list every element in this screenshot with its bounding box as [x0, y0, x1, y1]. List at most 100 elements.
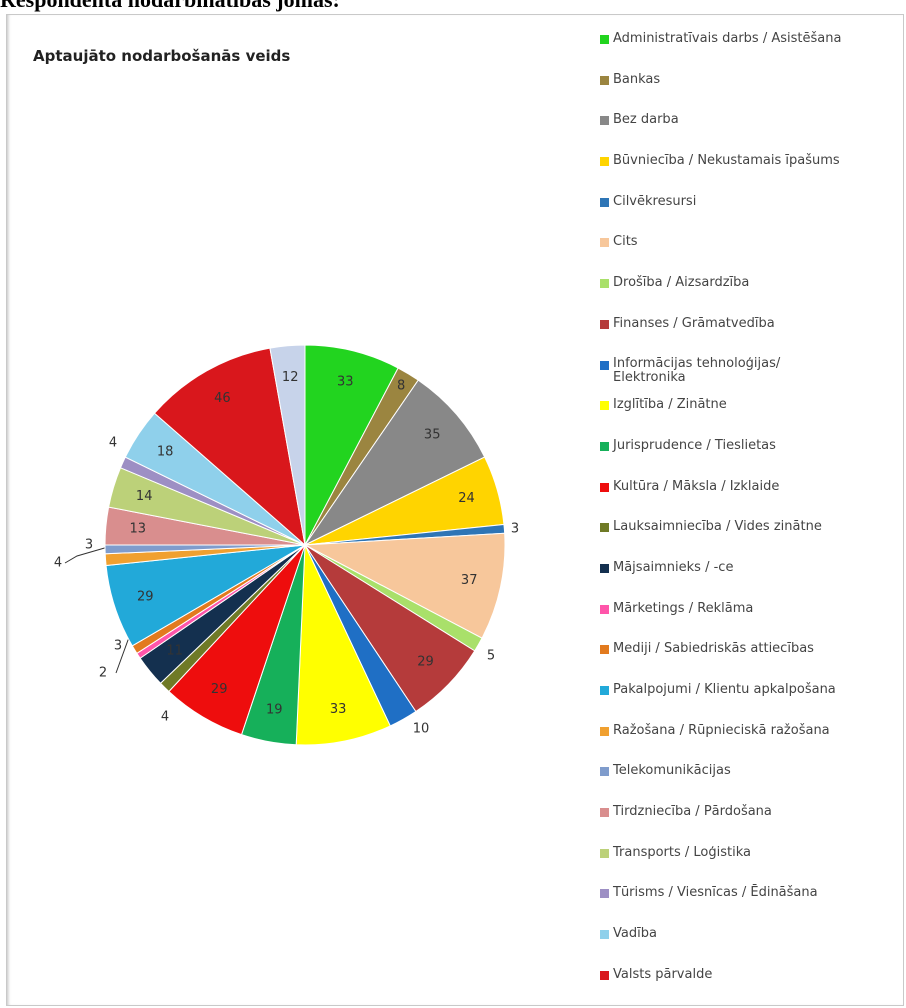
legend-swatch	[600, 35, 609, 44]
legend-swatch	[600, 319, 609, 329]
pie-data-label: 11	[166, 644, 183, 659]
legend-item: Tūrisms / Viesnīcas / Ēdināšana	[600, 885, 900, 926]
pie-data-label: 3	[511, 522, 519, 537]
legend-item: Cilvēkresursi	[600, 194, 900, 235]
pie-data-label: 5	[487, 649, 495, 664]
pie-data-label: 14	[136, 489, 153, 504]
legend-label: Informācijas tehnoloģijas/ Elektronika	[613, 355, 781, 385]
legend-label: Tirdzniecība / Pārdošana	[613, 804, 772, 820]
legend-swatch	[600, 197, 609, 207]
pie-data-label: 33	[330, 702, 347, 717]
legend-item: Bez darba	[600, 112, 900, 153]
page-heading: Respondenta nodarbinātības jomas:	[0, 0, 340, 13]
pie-data-label: 46	[214, 391, 231, 406]
legend-item: Bankas	[600, 72, 900, 113]
pie-data-label: 10	[413, 722, 430, 737]
legend-swatch	[600, 157, 609, 167]
pie-leader-line	[64, 546, 109, 564]
legend-label: Ražošana / Rūpnieciskā ražošana	[613, 722, 830, 738]
legend-item: Vadība	[600, 926, 900, 967]
legend-label: Kultūra / Māksla / Izklaide	[613, 478, 780, 494]
legend-item: Finanses / Grāmatvedība	[600, 316, 900, 357]
legend-item: Lauksaimniecība / Vides zinātne	[600, 519, 900, 560]
legend-label: Transports / Loģistika	[613, 844, 751, 860]
pie-slice	[269, 344, 306, 546]
legend-swatch	[600, 360, 609, 370]
legend-label: Cilvēkresursi	[613, 193, 697, 209]
pie-data-label: 4	[161, 710, 169, 725]
pie-data-label: 13	[130, 522, 147, 537]
pie-slice	[295, 544, 391, 746]
legend-label: Finanses / Grāmatvedība	[613, 315, 775, 331]
legend-label: Pakalpojumi / Klientu apkalpošana	[613, 682, 836, 697]
legend-item: Kultūra / Māksla / Izklaide	[600, 479, 900, 520]
chart-title: Aptaujāto nodarbošanās veids	[33, 47, 291, 65]
legend-swatch	[600, 238, 609, 248]
legend-swatch	[600, 75, 609, 85]
pie-data-label: 8	[397, 378, 405, 393]
legend-swatch	[600, 401, 609, 411]
legend-label: Telekomunikācijas	[613, 763, 731, 779]
legend-swatch	[600, 279, 609, 289]
legend-item: Būvniecība / Nekustamais īpašums	[600, 153, 900, 194]
legend-label: Būvniecība / Nekustamais īpašums	[613, 153, 840, 169]
legend-swatch	[600, 441, 609, 451]
legend-item: Cits	[600, 234, 900, 275]
pie-slice	[153, 347, 306, 547]
pie-data-label: 2	[99, 666, 107, 681]
legend-swatch	[600, 116, 609, 126]
legend-item: Izglītība / Zinātne	[600, 397, 900, 438]
legend-item: Mārketings / Reklāma	[600, 601, 900, 642]
legend-swatch	[600, 523, 609, 533]
legend-label: Bankas	[613, 71, 661, 87]
legend-swatch	[600, 645, 609, 655]
legend-swatch	[600, 970, 609, 980]
pie-data-label: 24	[458, 491, 475, 506]
pie-data-label: 18	[157, 444, 174, 459]
pie-chart: 33 83524337529103319294112329431314418461…	[54, 344, 519, 746]
pie-data-label: 37	[461, 573, 478, 588]
pie-slice	[303, 532, 506, 639]
pie-data-label: 29	[417, 655, 434, 670]
legend-label: Mārketings / Reklāma	[613, 600, 754, 616]
legend-item: Telekomunikācijas	[600, 763, 900, 804]
legend-swatch	[600, 726, 609, 736]
legend-item: Drošība / Aizsardzība	[600, 275, 900, 316]
legend-item: Pakalpojumi / Klientu apkalpošana	[600, 682, 900, 723]
legend-swatch	[600, 808, 609, 818]
legend-label: Drošība / Aizsardzība	[613, 275, 750, 291]
legend-item: Informācijas tehnoloģijas/ Elektronika	[600, 355, 900, 398]
legend-label: Mediji / Sabiedriskās attiecības	[613, 641, 814, 657]
chart-frame	[6, 14, 904, 1006]
legend-swatch	[600, 889, 609, 899]
legend-swatch	[600, 604, 609, 614]
legend-swatch	[600, 686, 609, 695]
pie-slice	[303, 379, 486, 547]
pie-data-label: 35	[424, 428, 441, 443]
legend-label: Cits	[613, 234, 638, 250]
legend-label: Vadība	[613, 926, 657, 942]
legend-label: Tūrisms / Viesnīcas / Ēdināšana	[613, 885, 818, 901]
pie-data-label: 3	[85, 538, 93, 553]
pie-slice	[304, 344, 399, 546]
pie-data-label: 33	[337, 374, 354, 389]
legend-item: Valsts pārvalde	[600, 967, 900, 1008]
pie-data-label: 4	[109, 436, 117, 451]
legend-label: Valsts pārvalde	[613, 966, 713, 982]
pie-data-label: 4	[54, 556, 62, 571]
pie-data-label: 19	[266, 703, 283, 718]
legend-item: Mediji / Sabiedriskās attiecības	[600, 641, 900, 682]
legend-item: Jurisprudence / Tieslietas	[600, 438, 900, 479]
legend-swatch	[600, 930, 609, 940]
legend-label: Bez darba	[613, 112, 679, 128]
pie-data-label: 29	[211, 682, 228, 697]
legend-label: Lauksaimniecība / Vides zinātne	[613, 519, 822, 535]
legend-label: Jurisprudence / Tieslietas	[613, 437, 776, 453]
legend-item: Tirdzniecība / Pārdošana	[600, 804, 900, 845]
pie-data-label: 12	[282, 370, 299, 385]
legend-swatch	[600, 563, 609, 573]
legend-item: Transports / Loģistika	[600, 845, 900, 886]
legend-item: Administratīvais darbs / Asistēšana	[600, 31, 900, 72]
legend-label: Administratīvais darbs / Asistēšana	[613, 31, 842, 46]
legend-item: Mājsaimnieks / -ce	[600, 560, 900, 601]
